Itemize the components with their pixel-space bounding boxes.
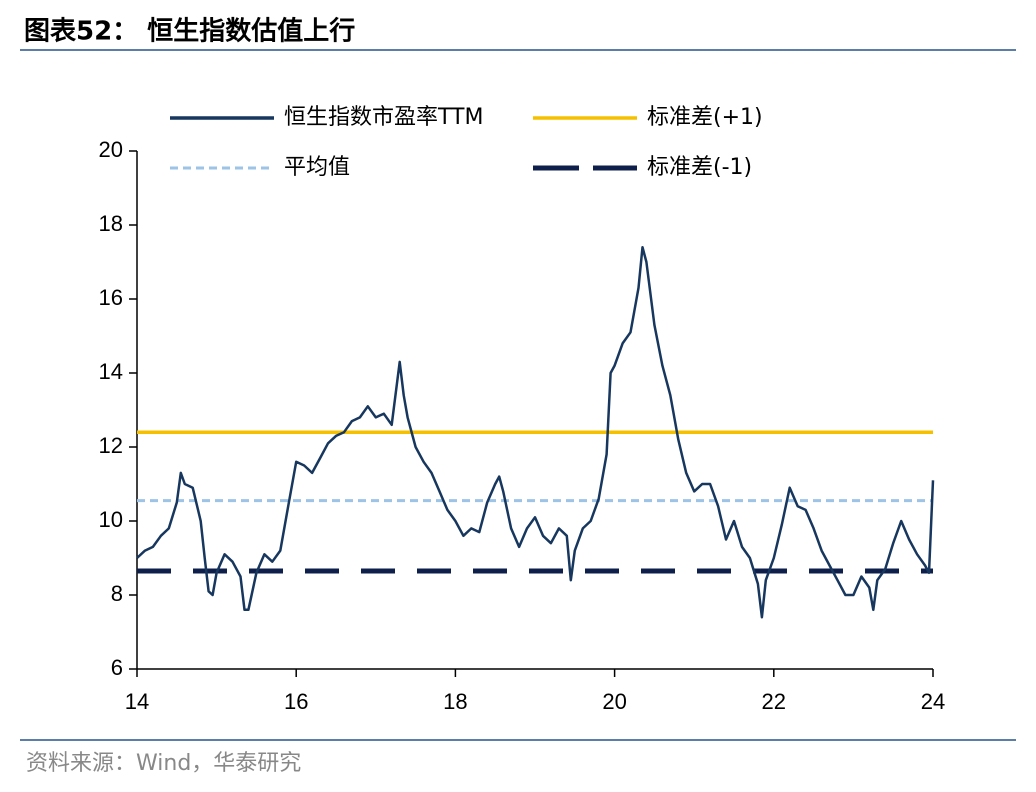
- y-tick-label: 10: [99, 507, 123, 532]
- source: 资料来源：Wind，华泰研究: [26, 751, 301, 776]
- chart-title: 图表52： 恒生指数估值上行: [24, 16, 355, 47]
- y-tick-label: 6: [111, 655, 123, 680]
- legend-label: 平均值: [284, 155, 350, 180]
- y-tick-label: 14: [99, 359, 123, 384]
- y-tick-label: 12: [99, 433, 123, 458]
- y-tick-label: 18: [99, 211, 123, 236]
- x-tick-label: 22: [762, 689, 786, 714]
- y-tick-label: 20: [99, 137, 123, 162]
- legend-label: 标准差(+1): [647, 105, 763, 130]
- x-tick-label: 20: [602, 689, 626, 714]
- legend-label: 标准差(-1): [647, 155, 752, 180]
- y-tick-label: 16: [99, 285, 123, 310]
- x-tick-label: 24: [921, 689, 945, 714]
- y-tick-label: 8: [111, 581, 123, 606]
- legend-label: 恒生指数市盈率TTM: [284, 105, 483, 130]
- x-tick-label: 16: [284, 689, 308, 714]
- x-tick-label: 14: [125, 689, 149, 714]
- series-line: [136, 245, 935, 619]
- x-tick-label: 18: [443, 689, 467, 714]
